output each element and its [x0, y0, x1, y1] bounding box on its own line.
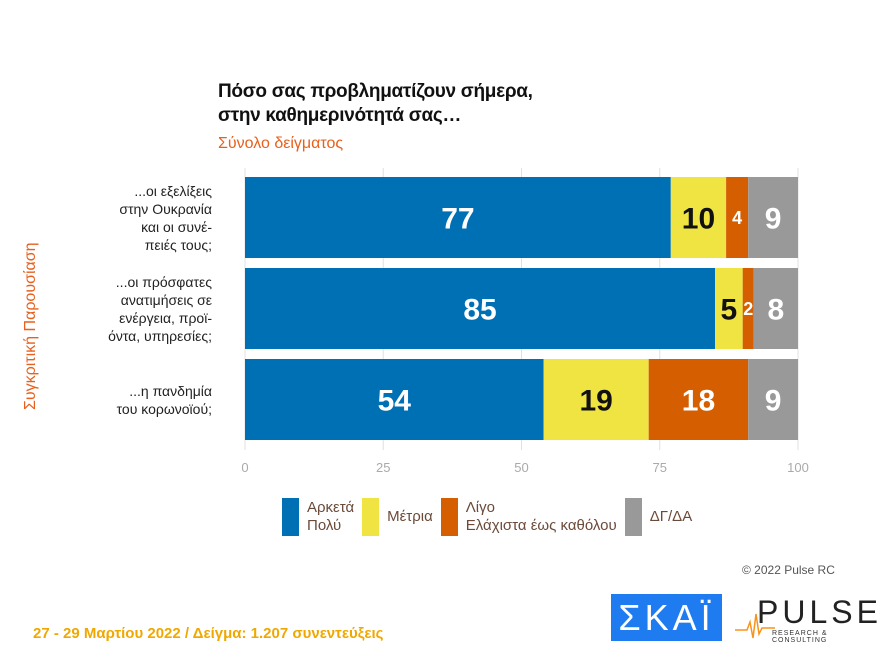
data-label: 10 [682, 202, 715, 235]
legend-item: Λίγο Ελάχιστα έως καθόλου [440, 498, 617, 536]
bar-segment [543, 359, 649, 440]
data-label: 4 [732, 208, 742, 228]
legend-swatch [362, 498, 380, 536]
bar-segment [715, 268, 743, 349]
data-label: 54 [378, 384, 412, 417]
bar-segment [245, 268, 716, 349]
legend-swatch [624, 498, 642, 536]
bar-segment [748, 359, 798, 440]
category-label: ...οι πρόσφατες ανατιμήσεις σε ενέργεια,… [108, 273, 212, 344]
data-label: 18 [682, 384, 715, 417]
x-tick-label: 0 [241, 460, 248, 475]
bar-segment [648, 359, 749, 440]
data-label: 9 [765, 202, 782, 235]
x-tick-label: 100 [787, 460, 809, 475]
footer-survey-info: 27 - 29 Μαρτίου 2022 / Δείγμα: 1.207 συν… [33, 625, 384, 642]
legend-item: Μέτρια [362, 498, 433, 536]
bar-segment [670, 177, 727, 258]
chart-title: Πόσο σας προβληματίζουν σήμερα, στην καθ… [218, 81, 533, 126]
legend-swatch [282, 498, 299, 536]
data-label: 2 [743, 299, 753, 319]
legend-swatch [440, 498, 458, 536]
legend: Αρκετά Πολύ Μέτρια Λίγο Ελάχιστα έως καθόλ… [282, 498, 700, 536]
category-label: ...η πανδημία του κορωνοϊού; [116, 382, 212, 417]
legend-label: ΔΓ/ΔΑ [649, 508, 693, 525]
data-label: 19 [579, 384, 612, 417]
data-label: 8 [768, 293, 785, 326]
data-label: 85 [463, 293, 496, 326]
legend-label: Λίγο Ελάχιστα έως καθόλου [465, 499, 617, 534]
legend-label: Μέτρια [387, 508, 433, 525]
bar-segment [245, 359, 544, 440]
stacked-bar-chart: 0 25 50 75 100 77 10 4 9 85 5 2 8 54 19 18 9 [241, 168, 809, 475]
copyright: © 2022 Pulse RC [742, 563, 835, 577]
bar-segment [245, 177, 671, 258]
data-label: 77 [441, 202, 474, 235]
chart-subtitle: Σύνολο δείγματος [218, 135, 344, 152]
bar-segment [753, 268, 798, 349]
bar-segment [726, 177, 749, 258]
skai-logo: ΣΚΑΪ [611, 594, 722, 641]
category-label: ...οι εξελίξεις στην Ουκρανία και οι συν… [119, 182, 212, 253]
pulse-logo: PULSE RESEARCH & CONSULTING [735, 594, 878, 644]
legend-item: ΔΓ/ΔΑ [624, 498, 693, 536]
x-tick-label: 25 [376, 460, 390, 475]
x-tick-label: 50 [514, 460, 528, 475]
legend-label: Αρκετά Πολύ [307, 499, 355, 534]
x-tick-label: 75 [653, 460, 667, 475]
bar-segment [742, 268, 754, 349]
data-label: 5 [721, 293, 738, 326]
bar-segment [748, 177, 798, 258]
legend-item: Αρκετά Πολύ [282, 498, 354, 536]
data-label: 9 [765, 384, 782, 417]
